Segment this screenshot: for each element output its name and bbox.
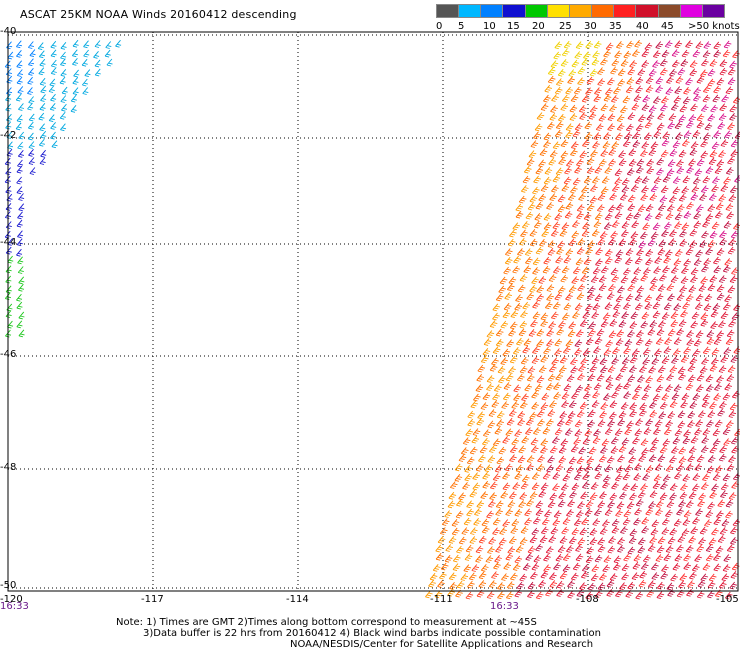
wind-barb-group — [638, 40, 740, 249]
lat-label-44: -44 — [0, 237, 17, 248]
lon-label-117: -117 — [141, 594, 164, 605]
wind-barb-group — [527, 49, 740, 600]
lat-label-42: -42 — [0, 130, 17, 141]
lon-label-120: -120 — [0, 594, 23, 605]
colorbar-label: 25 — [559, 21, 572, 32]
colorbar-label: 35 — [609, 21, 622, 32]
colorbar-label: 5 — [458, 21, 465, 32]
lat-label-46: -46 — [0, 349, 17, 360]
colorbar-label: 10 — [483, 21, 496, 32]
colorbar-label: 30 — [584, 21, 597, 32]
swath-time-west: 16:33 — [0, 601, 29, 612]
wind-barb-group — [514, 40, 740, 600]
lat-label-50: -50 — [0, 580, 17, 591]
wind-barbs — [4, 39, 740, 600]
wind-barb-group — [4, 40, 36, 96]
wind-barb-group — [5, 39, 122, 150]
wind-barb-group — [465, 42, 637, 600]
wind-barb-group — [547, 40, 602, 77]
wind-barb-group — [425, 77, 585, 599]
colorbar-label: 15 — [507, 21, 520, 32]
colorbar-swatch — [701, 4, 725, 18]
grid-lines — [7, 32, 739, 591]
lon-label-105: -105 — [716, 594, 739, 605]
lat-label-48: -48 — [0, 462, 17, 473]
wind-speed-colorbar: 0 5 10 15 20 25 30 35 40 45 >50 knots — [436, 4, 740, 34]
swath-time-east: 16:33 — [490, 601, 519, 612]
lat-label-40: -40 — [0, 26, 17, 37]
note-line-1: Note: 1) Times are GMT 2)Times along bot… — [116, 617, 537, 628]
wind-barb-group — [516, 41, 740, 599]
note-line-3: NOAA/NESDIS/Center for Satellite Applica… — [290, 639, 594, 650]
map-title: ASCAT 25KM NOAA Winds 20160412 descendin… — [20, 8, 297, 21]
wind-barb-group — [435, 39, 642, 600]
lon-label-111: -111 — [430, 594, 453, 605]
colorbar-label: 45 — [661, 21, 674, 32]
colorbar-label: 0 — [436, 21, 443, 32]
colorbar-label: >50 knots — [688, 21, 740, 32]
map-frame — [7, 31, 739, 592]
lon-label-114: -114 — [286, 594, 309, 605]
lon-label-108: -108 — [576, 594, 599, 605]
colorbar-label: 40 — [636, 21, 649, 32]
colorbar-label: 20 — [532, 21, 545, 32]
note-line-2: 3)Data buffer is 22 hrs from 20160412 4)… — [143, 628, 601, 639]
wind-barb-group — [4, 148, 47, 257]
